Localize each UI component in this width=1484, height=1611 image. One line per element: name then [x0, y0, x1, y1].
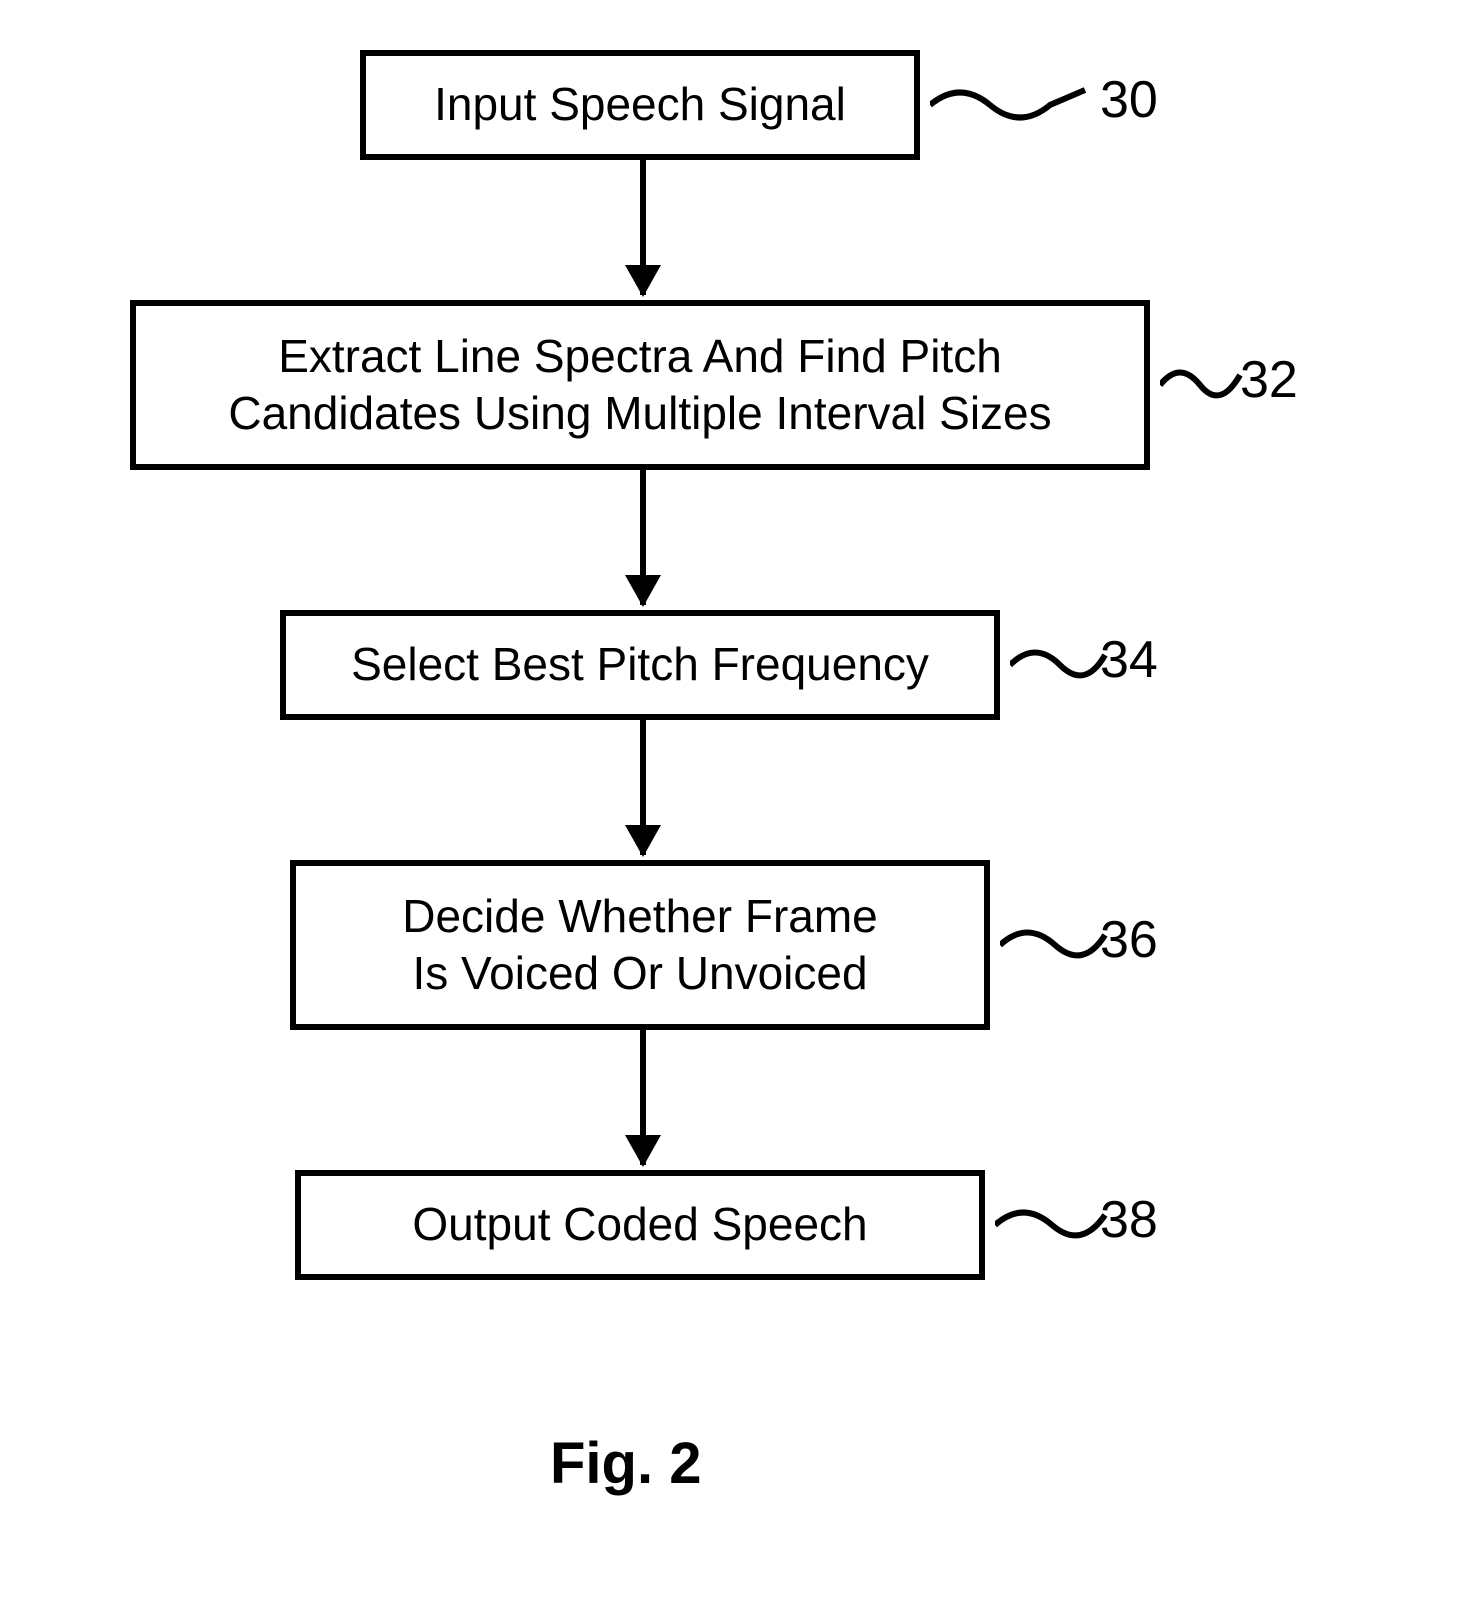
- ref-label-38: 38: [1100, 1190, 1158, 1250]
- flowchart-arrow: [640, 1030, 646, 1165]
- node-label: Decide Whether FrameIs Voiced Or Unvoice…: [402, 888, 878, 1003]
- node-label: Output Coded Speech: [412, 1196, 867, 1254]
- node-label: Select Best Pitch Frequency: [351, 636, 929, 694]
- ref-leader-34: [1010, 640, 1110, 690]
- ref-text: 32: [1240, 351, 1298, 409]
- node-label: Extract Line Spectra And Find PitchCandi…: [228, 328, 1051, 443]
- node-label: Input Speech Signal: [434, 76, 846, 134]
- flowchart-node-voiced-unvoiced: Decide Whether FrameIs Voiced Or Unvoice…: [290, 860, 990, 1030]
- flowchart-node-output-speech: Output Coded Speech: [295, 1170, 985, 1280]
- flowchart-arrow: [640, 470, 646, 605]
- ref-text: 36: [1100, 911, 1158, 969]
- ref-leader-32: [1160, 360, 1250, 410]
- flowchart-arrow: [640, 160, 646, 295]
- ref-label-30: 30: [1100, 70, 1158, 130]
- ref-label-32: 32: [1240, 350, 1298, 410]
- figure-caption: Fig. 2: [550, 1430, 701, 1497]
- flowchart-node-input-speech: Input Speech Signal: [360, 50, 920, 160]
- flowchart-arrow: [640, 720, 646, 855]
- ref-text: 34: [1100, 631, 1158, 689]
- flowchart-node-select-pitch: Select Best Pitch Frequency: [280, 610, 1000, 720]
- ref-leader-38: [995, 1200, 1110, 1250]
- ref-leader-36: [1000, 920, 1110, 970]
- flowchart-node-extract-spectra: Extract Line Spectra And Find PitchCandi…: [130, 300, 1150, 470]
- ref-leader-30: [930, 80, 1090, 130]
- ref-text: 38: [1100, 1191, 1158, 1249]
- caption-text: Fig. 2: [550, 1431, 701, 1496]
- ref-text: 30: [1100, 71, 1158, 129]
- ref-label-36: 36: [1100, 910, 1158, 970]
- ref-label-34: 34: [1100, 630, 1158, 690]
